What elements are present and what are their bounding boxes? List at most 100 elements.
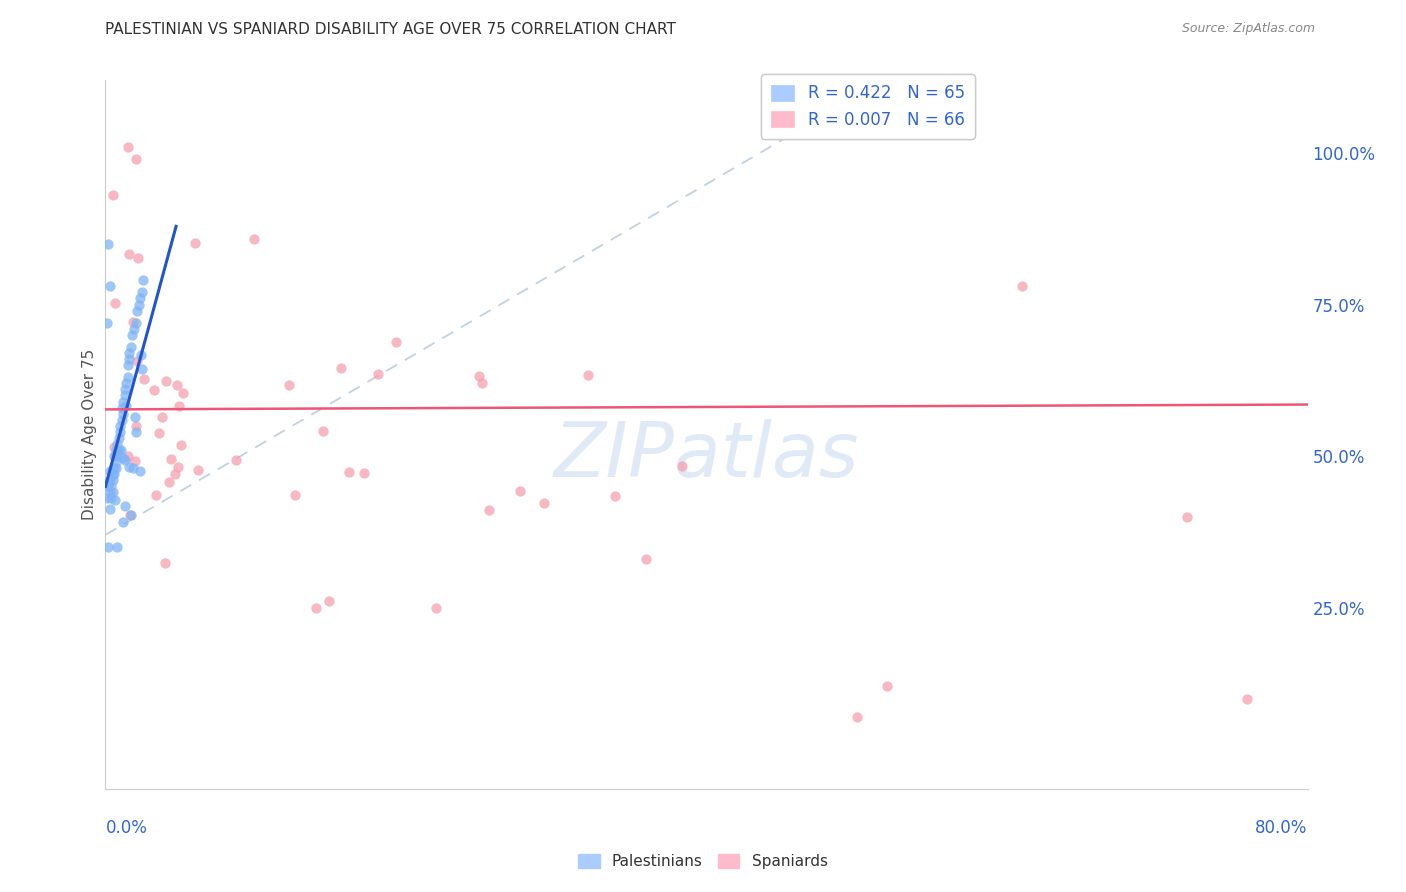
Point [1236, 691, 1258, 706]
Point [128, 297, 150, 311]
Point [111, 401, 134, 415]
Point [117, 459, 139, 474]
Text: ZIPatlas: ZIPatlas [554, 419, 859, 493]
Point [101, 473, 124, 487]
Point [104, 493, 127, 508]
Point [111, 451, 134, 466]
Point [120, 508, 142, 522]
Point [125, 425, 148, 439]
Point [155, 557, 177, 571]
Point [105, 448, 128, 462]
Point [122, 315, 145, 329]
Point [103, 461, 125, 475]
Point [478, 503, 501, 517]
Point [118, 346, 141, 360]
Point [105, 540, 128, 554]
Point [318, 593, 340, 607]
Point [107, 449, 129, 463]
Point [98, 475, 121, 490]
Point [104, 296, 127, 310]
Point [110, 425, 132, 439]
Point [108, 431, 131, 445]
Point [124, 410, 146, 425]
Point [118, 352, 141, 367]
Point [284, 488, 307, 502]
Point [112, 407, 135, 421]
Point [184, 235, 207, 250]
Point [169, 437, 191, 451]
Point [129, 348, 152, 362]
Point [98, 279, 121, 293]
Point [163, 467, 186, 481]
Point [127, 251, 149, 265]
Point [533, 496, 555, 510]
Point [603, 489, 626, 503]
Point [96, 316, 118, 330]
Text: 0.0%: 0.0% [105, 819, 148, 837]
Point [124, 453, 146, 467]
Point [98, 464, 121, 478]
Point [125, 303, 148, 318]
Point [131, 285, 153, 300]
Point [104, 461, 127, 475]
Point [97, 479, 120, 493]
Point [671, 458, 693, 473]
Point [96, 491, 118, 506]
Point [468, 368, 491, 383]
Point [117, 358, 139, 372]
Point [108, 442, 131, 457]
Point [101, 467, 124, 482]
Point [101, 188, 124, 202]
Point [98, 502, 121, 516]
Text: Source: ZipAtlas.com: Source: ZipAtlas.com [1181, 22, 1315, 36]
Point [97, 540, 120, 554]
Point [122, 322, 145, 336]
Text: PALESTINIAN VS SPANIARD DISABILITY AGE OVER 75 CORRELATION CHART: PALESTINIAN VS SPANIARD DISABILITY AGE O… [105, 22, 676, 37]
Point [115, 376, 138, 391]
Point [425, 600, 447, 615]
Point [187, 462, 209, 476]
Point [167, 460, 190, 475]
Point [98, 485, 121, 500]
Point [117, 449, 139, 463]
Point [509, 484, 531, 499]
Point [98, 473, 121, 487]
Y-axis label: Disability Age Over 75: Disability Age Over 75 [82, 350, 97, 520]
Point [132, 273, 155, 287]
Point [131, 362, 153, 376]
Point [636, 552, 658, 566]
Point [277, 377, 299, 392]
Point [120, 508, 142, 522]
Point [107, 437, 129, 451]
Point [112, 515, 135, 529]
Point [104, 455, 127, 469]
Point [337, 465, 360, 479]
Text: 80.0%: 80.0% [1256, 819, 1308, 837]
Point [97, 236, 120, 251]
Point [845, 709, 868, 723]
Point [110, 418, 132, 433]
Point [155, 374, 177, 388]
Point [124, 316, 146, 330]
Point [127, 354, 149, 368]
Point [876, 679, 898, 693]
Point [121, 327, 143, 342]
Point [112, 394, 135, 409]
Point [132, 372, 155, 386]
Point [114, 452, 136, 467]
Point [172, 386, 194, 401]
Point [148, 426, 170, 441]
Point [120, 340, 142, 354]
Point [385, 334, 408, 349]
Point [167, 399, 190, 413]
Point [143, 383, 166, 397]
Point [129, 292, 152, 306]
Point [160, 452, 183, 467]
Point [330, 360, 353, 375]
Point [157, 475, 180, 490]
Legend: R = 0.422   N = 65, R = 0.007   N = 66: R = 0.422 N = 65, R = 0.007 N = 66 [761, 74, 974, 139]
Point [105, 446, 128, 460]
Point [576, 368, 599, 382]
Point [225, 453, 247, 467]
Point [145, 488, 167, 502]
